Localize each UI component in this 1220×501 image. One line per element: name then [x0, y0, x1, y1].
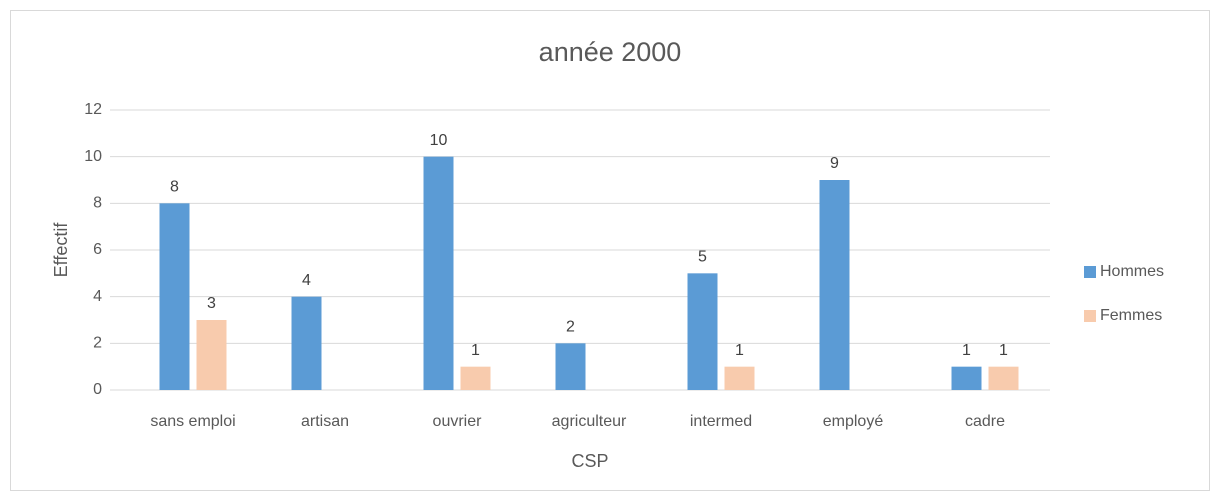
- y-axis-title: Effectif: [51, 222, 71, 278]
- bar: [291, 296, 322, 390]
- legend-swatch: [1084, 266, 1096, 278]
- chart-title: année 2000: [539, 37, 682, 67]
- data-label: 8: [170, 179, 179, 196]
- y-tick-label: 6: [93, 241, 102, 258]
- x-tick-label: sans emploi: [150, 413, 235, 430]
- data-label: 2: [566, 319, 575, 336]
- bar: [196, 320, 227, 390]
- x-tick-label: employé: [823, 413, 884, 430]
- data-label: 1: [735, 342, 744, 359]
- data-label: 5: [698, 249, 707, 266]
- y-tick-label: 4: [93, 288, 102, 305]
- legend-label: Femmes: [1100, 307, 1162, 324]
- x-tick-label: artisan: [301, 413, 349, 430]
- data-label: 4: [302, 272, 311, 289]
- data-label: 9: [830, 155, 839, 172]
- data-label: 1: [471, 342, 480, 359]
- x-tick-label: agriculteur: [552, 413, 627, 430]
- y-tick-label: 10: [84, 148, 102, 165]
- data-label: 3: [207, 295, 216, 312]
- bar: [687, 273, 718, 390]
- x-tick-label: intermed: [690, 413, 752, 430]
- bar: [988, 366, 1019, 390]
- bar: [724, 366, 755, 390]
- bar: [555, 343, 586, 390]
- data-label: 10: [430, 132, 448, 149]
- bar: [819, 180, 850, 390]
- x-tick-label: cadre: [965, 413, 1005, 430]
- legend-label: Hommes: [1100, 263, 1164, 280]
- y-tick-label: 2: [93, 335, 102, 352]
- bar: [951, 366, 982, 390]
- legend-swatch: [1084, 310, 1096, 322]
- x-axis-title: CSP: [571, 451, 608, 471]
- bar: [423, 156, 454, 390]
- x-tick-label: ouvrier: [433, 413, 483, 430]
- data-label: 1: [999, 342, 1008, 359]
- bar: [159, 203, 190, 390]
- data-label: 1: [962, 342, 971, 359]
- y-tick-label: 8: [93, 195, 102, 212]
- y-tick-label: 12: [84, 101, 102, 118]
- bar: [460, 366, 491, 390]
- y-tick-label: 0: [93, 381, 102, 398]
